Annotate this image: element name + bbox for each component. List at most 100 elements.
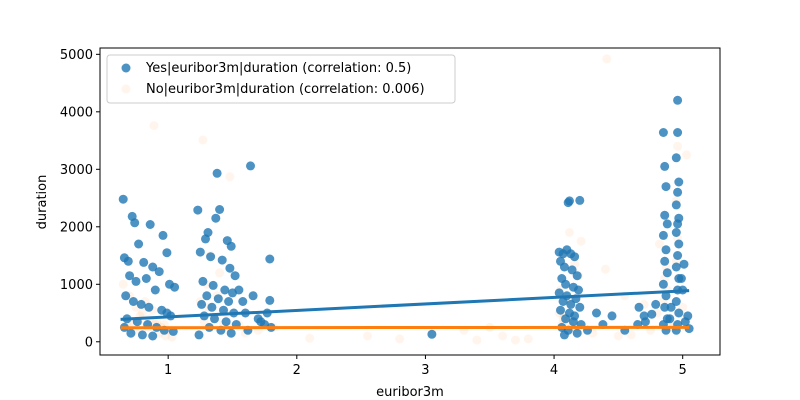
data-point [575,302,585,312]
data-point [219,305,228,315]
data-point [427,329,437,339]
data-point [673,95,683,105]
data-point [601,264,610,274]
data-point [211,213,221,223]
data-point [576,236,586,246]
data-point [662,268,672,278]
data-point [674,308,684,318]
data-point [246,161,255,171]
data-point [118,279,128,289]
data-point [126,328,136,338]
data-point [673,187,683,197]
data-point [674,177,684,187]
data-point [207,302,217,312]
legend-box [106,54,456,104]
data-point [212,168,222,178]
x-tick-label: 2 [293,363,301,378]
x-tick-label: 1 [164,363,172,378]
data-point [148,262,158,272]
x-tick-label: 5 [679,363,687,378]
data-point [225,263,235,273]
data-point [647,309,657,319]
data-point [665,314,675,324]
data-point [602,54,612,64]
data-point [556,305,565,315]
data-point [566,299,576,309]
legend-marker-yes [121,63,131,73]
data-point [568,317,578,327]
data-point [554,288,564,298]
data-point [226,328,236,338]
data-point [660,302,670,312]
data-point [121,291,131,301]
data-point [680,317,690,327]
data-point [226,241,236,251]
data-point [660,210,670,220]
regression-lines [120,289,690,330]
plot-frame [99,47,721,356]
data-point [194,330,204,340]
data-point [651,299,661,309]
legend: Yes|euribor3m|duration (correlation: 0.5… [106,54,456,104]
data-point [661,182,671,192]
data-point [136,299,146,309]
data-point [639,311,649,321]
y-tick-label: 0 [85,335,93,350]
data-point [225,172,235,182]
data-point [193,205,203,215]
data-point [202,291,212,301]
data-point [363,331,373,341]
legend-label-yes: Yes|euribor3m|duration (correlation: 0.5… [145,61,411,76]
data-point [661,245,671,255]
data-point [565,196,574,206]
y-tick-label: 5000 [60,48,93,63]
legend-label-no: No|euribor3m|duration (correlation: 0.00… [146,82,425,97]
data-point [660,256,670,266]
y-axis-label: duration [35,175,50,230]
data-point [511,335,520,345]
data-point [210,314,219,324]
data-point [626,330,636,340]
data-point [149,121,159,131]
data-point [238,297,248,306]
data-point [658,279,668,289]
data-point [137,330,147,340]
data-point [208,280,218,290]
regression-line-yes [120,289,690,321]
data-point [634,302,644,312]
data-point [158,230,168,240]
data-point [234,285,244,295]
data-point [673,251,683,260]
data-point [395,334,405,344]
data-point [128,297,138,306]
data-point [162,248,172,258]
x-axis-label: euribor3m [376,385,444,400]
data-point [498,331,508,341]
data-point [673,219,683,229]
data-point [673,141,683,151]
data-point [572,271,582,281]
data-point [613,331,623,341]
data-point [215,268,225,278]
data-point [224,297,234,306]
data-point [198,135,208,145]
data-point [559,330,569,340]
data-point [150,285,160,295]
data-point [671,228,681,237]
y-tick-label: 4000 [60,105,93,120]
data-point [676,274,686,283]
data-point [575,195,585,205]
data-point [130,218,140,228]
data-point [141,274,151,283]
data-point [195,247,205,257]
data-point [679,259,689,269]
data-point [221,317,231,327]
data-point [671,153,681,163]
data-point [148,331,158,341]
x-axis: 1 2 3 4 5 [164,355,687,378]
data-point [198,276,208,286]
data-point [139,257,149,267]
y-axis: 0 1000 2000 3000 4000 5000 [60,48,100,350]
data-point [671,200,681,210]
data-point [662,219,672,229]
